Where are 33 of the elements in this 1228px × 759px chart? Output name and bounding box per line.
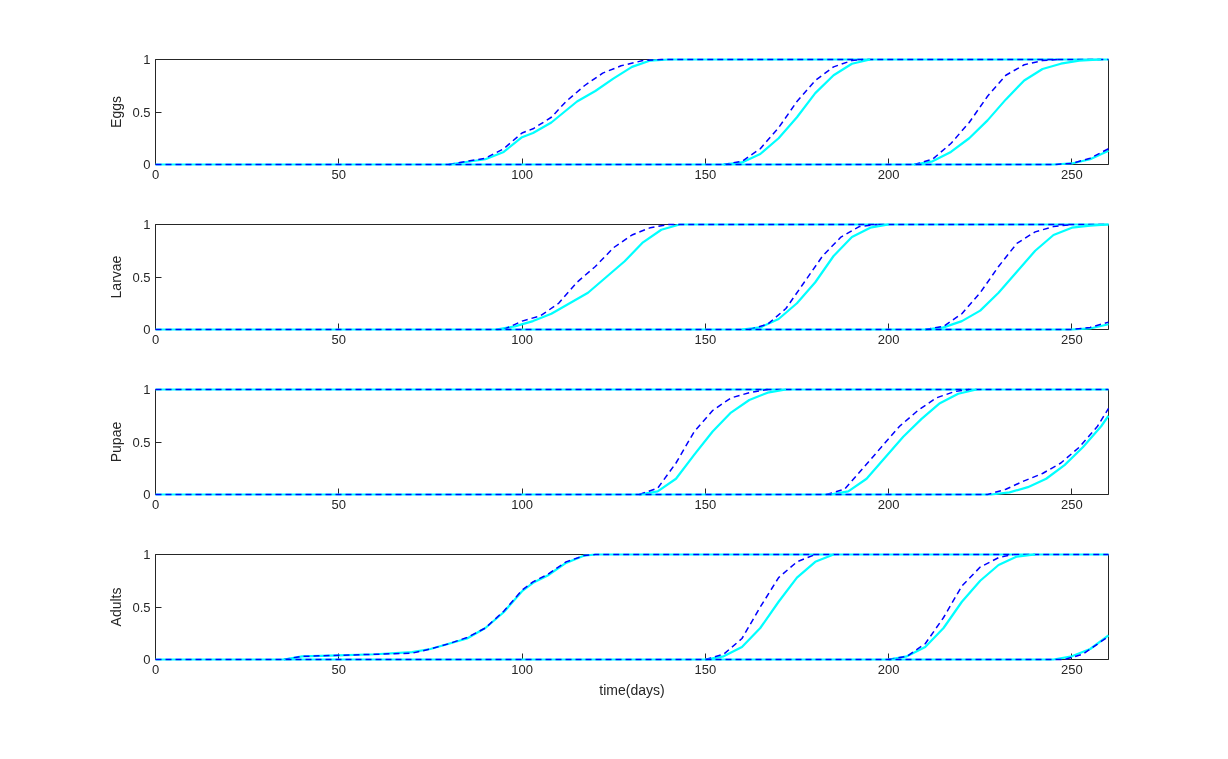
y-tick-label: 1 xyxy=(143,382,151,397)
y-axis-title: Larvae xyxy=(108,255,125,299)
x-tick-label: 150 xyxy=(694,166,717,182)
x-tick-label: 100 xyxy=(511,496,533,512)
x-tick-label: 50 xyxy=(331,166,347,182)
x-tick-label: 150 xyxy=(694,661,717,677)
x-tick-label: 200 xyxy=(877,661,900,677)
x-tick-label: 50 xyxy=(331,661,347,677)
y-tick-label: 1 xyxy=(143,217,151,232)
x-tick-label: 150 xyxy=(694,331,717,347)
x-tick-label: 250 xyxy=(1061,661,1083,677)
y-tick-label: 0.5 xyxy=(132,269,151,285)
x-tick-label: 250 xyxy=(1061,331,1083,347)
y-tick-label: 1 xyxy=(143,52,151,67)
x-axis-title: time(days) xyxy=(599,681,665,698)
y-tick-label: 1 xyxy=(143,547,151,562)
x-tick-label: 250 xyxy=(1061,496,1083,512)
x-tick-label: 200 xyxy=(877,496,900,512)
y-tick-label: 0.5 xyxy=(132,434,151,450)
x-tick-label: 100 xyxy=(511,166,533,182)
x-tick-label: 50 xyxy=(331,331,347,347)
x-tick-label: 200 xyxy=(877,331,900,347)
y-axis-title: Eggs xyxy=(108,96,125,128)
x-tick-label: 200 xyxy=(877,166,900,182)
y-tick-label: 0.5 xyxy=(132,104,151,120)
x-tick-label: 50 xyxy=(331,496,347,512)
x-tick-label: 150 xyxy=(694,496,717,512)
y-axis-title: Adults xyxy=(108,587,125,627)
y-tick-label: 0.5 xyxy=(132,599,151,615)
y-axis-title: Pupae xyxy=(108,421,125,463)
x-tick-label: 250 xyxy=(1061,166,1083,182)
x-tick-label: 100 xyxy=(511,661,533,677)
x-tick-label: 100 xyxy=(511,331,533,347)
